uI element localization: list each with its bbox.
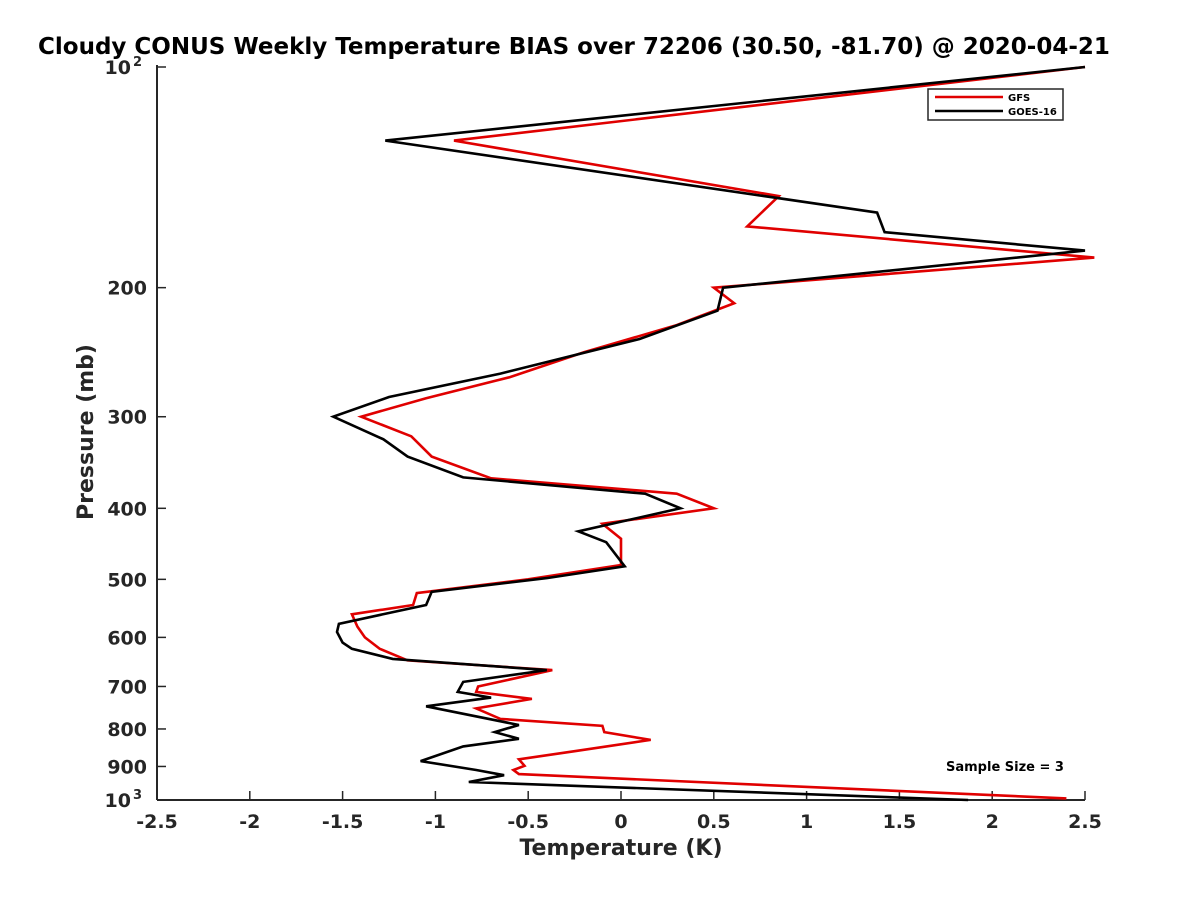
y-tick-label: 10 [105,57,131,79]
y-tick-exponent: 2 [133,55,142,70]
y-tick-label: 600 [107,627,147,649]
x-tick-label: 2.5 [1068,811,1102,833]
x-tick-label: 2 [986,811,999,833]
sample-size-annotation: Sample Size = 3 [946,760,1064,775]
x-ticks: -2.5 -2 -1.5 -1 -0.5 0 0.5 1 1.5 2 2.5 [136,791,1102,833]
plot-area: -2.5 -2 -1.5 -1 -0.5 0 0.5 1 1.5 2 2.5 10 220030040… [105,55,1102,833]
x-tick-label: 0 [614,811,627,833]
y-axis-label: Pressure (mb) [74,344,99,520]
y-tick-label: 800 [107,719,147,741]
x-tick-label: -0.5 [507,811,549,833]
y-tick-label: 200 [107,278,147,300]
y-tick-label: 400 [107,498,147,520]
x-tick-label: -2.5 [136,811,178,833]
y-tick-label: 900 [107,756,147,778]
series-line-goes-16 [329,65,1086,802]
x-tick-label: -2 [239,811,260,833]
y-tick-label: 500 [107,569,147,591]
legend: GFS GOES-16 [927,88,1064,121]
chart-title: Cloudy CONUS Weekly Temperature BIAS ove… [38,34,1110,60]
y-tick-label: 700 [107,676,147,698]
x-tick-label: 1 [800,811,813,833]
legend-label-goes-16: GOES-16 [1008,107,1057,118]
x-tick-label: 1.5 [883,811,917,833]
x-tick-label: -1 [425,811,446,833]
y-tick-exponent: 3 [133,788,142,803]
legend-label-gfs: GFS [1008,93,1030,104]
x-tick-label: -1.5 [322,811,364,833]
series-lines [329,65,1095,802]
x-axis-label: Temperature (K) [519,836,722,861]
legend-box [927,88,1064,121]
series-line-gfs [350,65,1095,800]
y-tick-label: 300 [107,407,147,429]
y-tick-label: 10 [105,790,131,812]
x-tick-label: 0.5 [697,811,731,833]
